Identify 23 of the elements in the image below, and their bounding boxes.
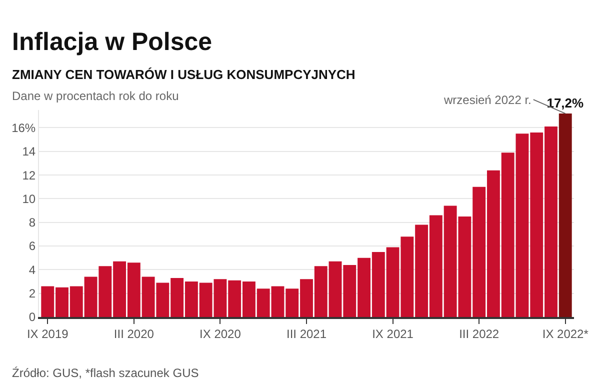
data-label: 17,2% bbox=[546, 96, 584, 111]
y-tick-label: 8 bbox=[28, 216, 36, 230]
x-tick-label: III 2022 bbox=[459, 327, 500, 342]
y-tick-label: 14 bbox=[22, 144, 36, 159]
x-tick-label: IX 2021 bbox=[372, 327, 414, 342]
bar bbox=[558, 114, 572, 317]
y-tick-label: 10 bbox=[22, 192, 36, 206]
text: Dane w procentach rok do roku bbox=[12, 89, 179, 103]
y-tick-label: 12 bbox=[22, 168, 36, 182]
x-tick-label: III 2020 bbox=[114, 327, 154, 342]
x-tick-label: III 2021 bbox=[286, 327, 327, 342]
y-tick-label: 6 bbox=[28, 239, 36, 254]
x-tick-label: IX 2022* bbox=[542, 327, 589, 342]
x-tick-label: IX 2020 bbox=[200, 327, 242, 342]
y-tick-label: 2 bbox=[28, 286, 36, 301]
text: Źródło: GUS, *flash szacunek GUS bbox=[12, 366, 199, 380]
chart-title: Inflacja w Polsce bbox=[12, 28, 212, 56]
y-tick-label: 0 bbox=[28, 310, 36, 324]
y-tick-label: 4 bbox=[28, 262, 36, 277]
y-tick-label: 16% bbox=[12, 120, 36, 135]
annotation: wrzesień 2022 r. bbox=[443, 93, 532, 107]
x-tick-label: IX 2019 bbox=[26, 327, 69, 342]
chart-subtitle: ZMIANY CEN TOWARÓW I USŁUG KONSUMPCYJNYCH bbox=[12, 67, 356, 82]
